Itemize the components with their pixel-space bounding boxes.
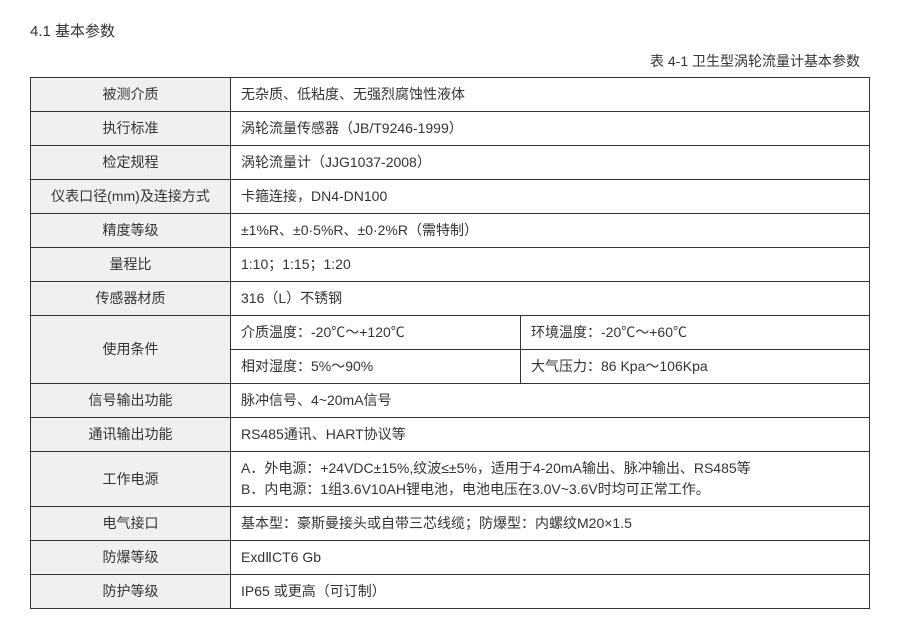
row-value: 1:10；1:15；1:20 [231,248,870,282]
row-label: 使用条件 [31,316,231,384]
params-table: 被测介质 无杂质、低粘度、无强烈腐蚀性液体 执行标准 涡轮流量传感器（JB/T9… [30,77,870,609]
row-label: 执行标准 [31,112,231,146]
row-value: IP65 或更高（可订制） [231,575,870,609]
row-value: 介质温度：-20℃～+120℃ [231,316,521,350]
row-label: 被测介质 [31,78,231,112]
row-value: ExdⅡCT6 Gb [231,541,870,575]
row-value: 涡轮流量传感器（JB/T9246-1999） [231,112,870,146]
table-row: 传感器材质 316（L）不锈钢 [31,282,870,316]
row-label: 通讯输出功能 [31,418,231,452]
row-value: 脉冲信号、4~20mA信号 [231,384,870,418]
row-value: 大气压力：86 Kpa～106Kpa [521,350,870,384]
row-label: 工作电源 [31,452,231,507]
power-line-b: B．内电源：1组3.6V10AH锂电池，电池电压在3.0V~3.6V时均可正常工… [241,479,859,500]
row-value: 涡轮流量计（JJG1037-2008） [231,146,870,180]
row-label: 防爆等级 [31,541,231,575]
table-row: 使用条件 介质温度：-20℃～+120℃ 环境温度：-20℃～+60℃ [31,316,870,350]
power-line-a: A．外电源：+24VDC±15%,纹波≤±5%，适用于4-20mA输出、脉冲输出… [241,458,859,479]
row-value: A．外电源：+24VDC±15%,纹波≤±5%，适用于4-20mA输出、脉冲输出… [231,452,870,507]
row-value: ±1%R、±0·5%R、±0·2%R（需特制） [231,214,870,248]
row-label: 仪表口径(mm)及连接方式 [31,180,231,214]
row-label: 电气接口 [31,507,231,541]
table-row: 被测介质 无杂质、低粘度、无强烈腐蚀性液体 [31,78,870,112]
row-label: 传感器材质 [31,282,231,316]
row-value: 基本型：豪斯曼接头或自带三芯线缆；防爆型：内螺纹M20×1.5 [231,507,870,541]
row-label: 检定规程 [31,146,231,180]
row-value: RS485通讯、HART协议等 [231,418,870,452]
table-row: 防护等级 IP65 或更高（可订制） [31,575,870,609]
row-value: 卡箍连接，DN4-DN100 [231,180,870,214]
row-value: 相对湿度：5%～90% [231,350,521,384]
table-row: 信号输出功能 脉冲信号、4~20mA信号 [31,384,870,418]
row-label: 防护等级 [31,575,231,609]
table-row: 检定规程 涡轮流量计（JJG1037-2008） [31,146,870,180]
row-label: 信号输出功能 [31,384,231,418]
row-value: 无杂质、低粘度、无强烈腐蚀性液体 [231,78,870,112]
table-row: 执行标准 涡轮流量传感器（JB/T9246-1999） [31,112,870,146]
table-row: 防爆等级 ExdⅡCT6 Gb [31,541,870,575]
table-row: 仪表口径(mm)及连接方式 卡箍连接，DN4-DN100 [31,180,870,214]
row-value: 环境温度：-20℃～+60℃ [521,316,870,350]
table-row: 量程比 1:10；1:15；1:20 [31,248,870,282]
row-label: 精度等级 [31,214,231,248]
table-row: 通讯输出功能 RS485通讯、HART协议等 [31,418,870,452]
table-row: 精度等级 ±1%R、±0·5%R、±0·2%R（需特制） [31,214,870,248]
section-title: 4.1 基本参数 [30,20,870,41]
row-value: 316（L）不锈钢 [231,282,870,316]
row-label: 量程比 [31,248,231,282]
table-row: 电气接口 基本型：豪斯曼接头或自带三芯线缆；防爆型：内螺纹M20×1.5 [31,507,870,541]
table-row: 工作电源 A．外电源：+24VDC±15%,纹波≤±5%，适用于4-20mA输出… [31,452,870,507]
table-caption: 表 4-1 卫生型涡轮流量计基本参数 [30,51,870,71]
